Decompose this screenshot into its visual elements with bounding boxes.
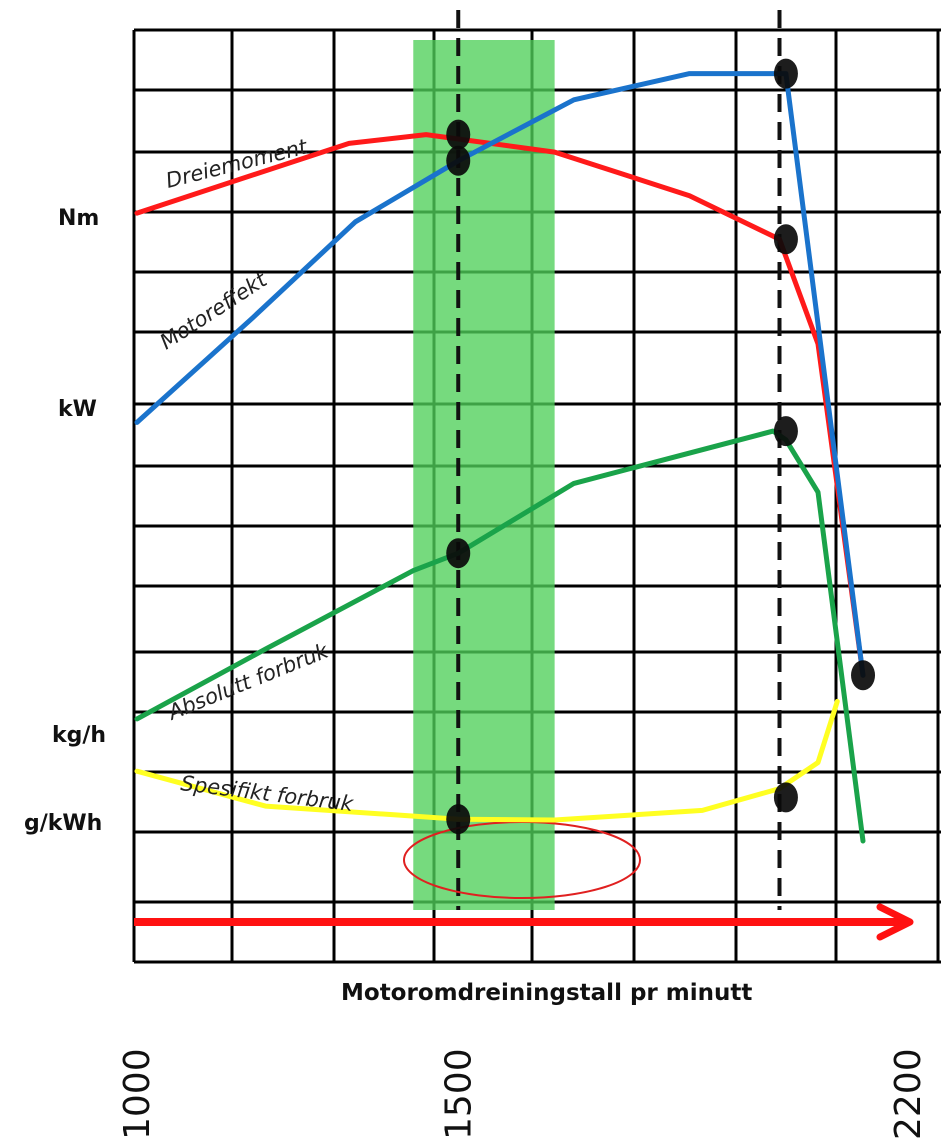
y-label-kgh: kg/h	[52, 723, 106, 748]
data-marker-5	[773, 224, 798, 255]
y-label-nm: Nm	[58, 206, 99, 231]
x-axis-arrow-head	[876, 903, 914, 941]
data-marker-6	[773, 416, 798, 447]
series-line-2	[134, 428, 866, 844]
x-tick-labels: 1000 1500 2200	[117, 1048, 929, 1140]
data-marker-4	[773, 58, 798, 89]
data-marker-2	[446, 538, 471, 569]
optimal-rpm-band	[413, 40, 555, 910]
data-marker-3	[446, 804, 471, 835]
x-tick-0: 1000	[117, 1048, 158, 1140]
y-axis-labels: Nm kW kg/h g/kWh	[24, 206, 106, 836]
series-line-0	[134, 132, 866, 678]
data-markers	[446, 58, 876, 835]
x-tick-1: 1500	[438, 1048, 479, 1140]
data-marker-1	[446, 145, 471, 176]
x-axis-title: Motoromdreiningstall pr minutt	[341, 980, 752, 1006]
data-marker-8	[851, 660, 876, 691]
y-label-kw: kW	[58, 397, 97, 422]
x-axis-arrow	[134, 903, 914, 941]
x-tick-2: 2200	[888, 1048, 929, 1140]
series-lines	[134, 71, 866, 844]
series-label-3: Spesifikt forbruk	[179, 771, 355, 816]
series-line-3	[134, 698, 840, 823]
data-marker-0	[446, 119, 471, 150]
series-label-1: Motoreffekt	[156, 267, 272, 354]
y-label-gkwh: g/kWh	[24, 811, 102, 836]
series-line-1	[134, 71, 866, 678]
data-marker-7	[773, 782, 798, 813]
